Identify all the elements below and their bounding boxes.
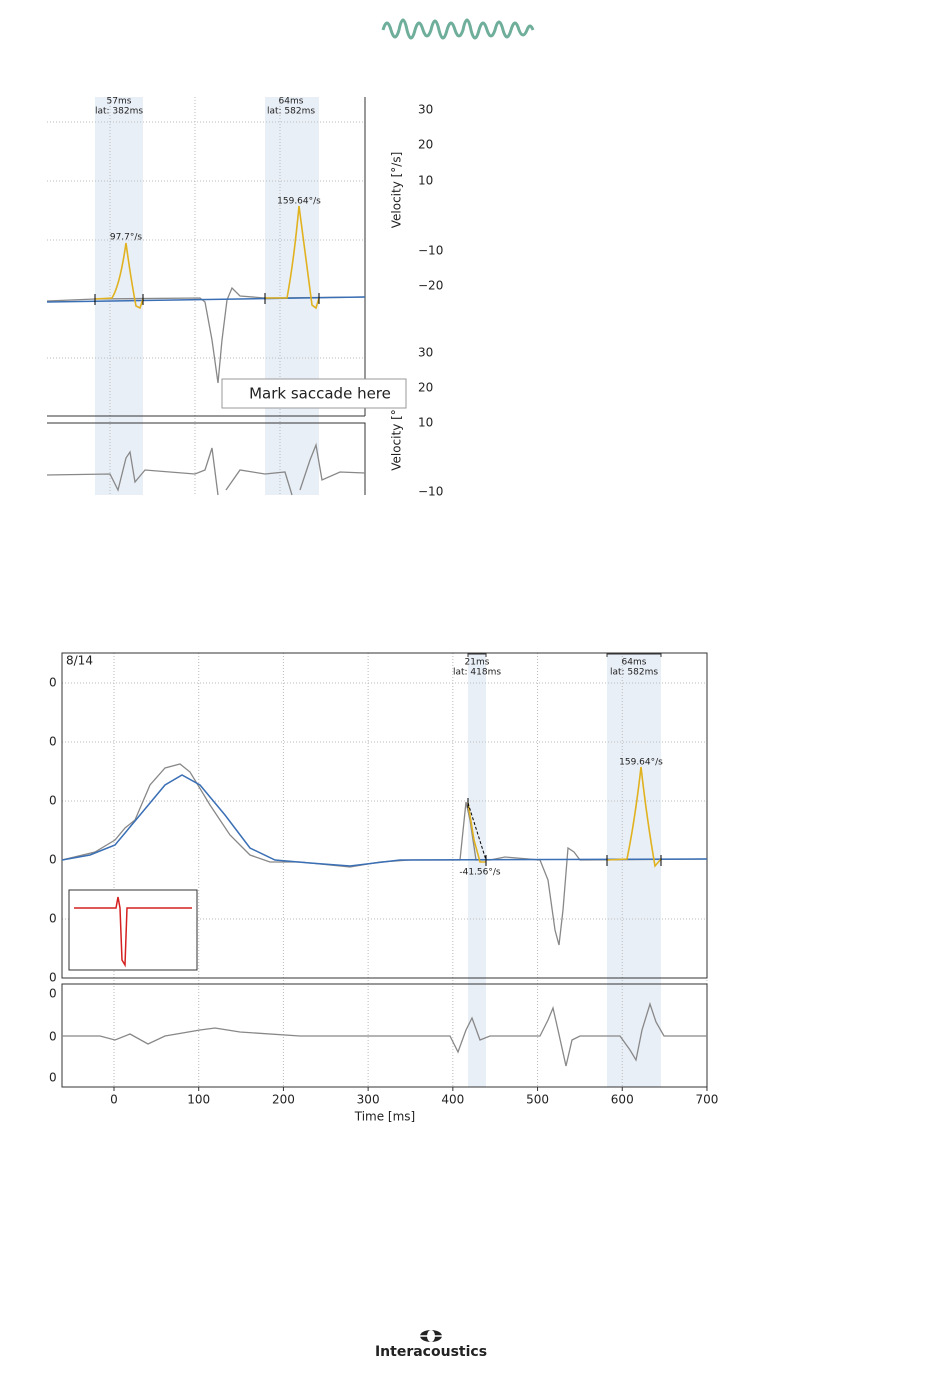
trial-label: 8/14 (66, 654, 93, 668)
x-tick-label: 100 (187, 1093, 210, 1107)
footer-logo (418, 1330, 444, 1342)
y-tick-label: 10 (418, 174, 433, 188)
trace (46, 442, 366, 496)
saccade-band (95, 97, 143, 495)
band-duration: 64ms (279, 97, 304, 107)
peak-label: 159.64°/s (619, 758, 663, 768)
peak-label: 97.7°/s (110, 233, 143, 243)
y-tick-label: 0 (49, 912, 57, 926)
saccade-band (607, 653, 661, 1087)
y-tick-label: 30 (418, 103, 433, 117)
y-axis-label: Velocity [° (390, 409, 404, 471)
figure-bottom: 8/14 21ms lat: 418ms 64ms lat: 582ms 159… (49, 652, 718, 1124)
figure-top: 57ms lat: 382ms 64ms lat: 582ms 97.7°/s … (46, 97, 443, 499)
band-duration: 21ms (465, 658, 490, 668)
y-tick-label: 20 (418, 381, 433, 395)
band-latency: lat: 582ms (610, 668, 658, 678)
inset-trace (74, 896, 192, 968)
inset (68, 889, 198, 971)
grid (47, 97, 365, 495)
x-axis-label: Time [ms] (354, 1110, 416, 1124)
brand: Interacoustics (375, 1344, 487, 1360)
y-tick-label: 0 (49, 987, 57, 1001)
saccade-trace (606, 766, 662, 868)
saccade-trace (94, 242, 144, 310)
y-tick-label: −10 (418, 244, 443, 258)
saccade-trace (467, 802, 486, 863)
band-latency: lat: 382ms (95, 107, 143, 117)
band-latency: lat: 582ms (267, 107, 315, 117)
y-tick-label: 0 (49, 676, 57, 690)
trace (46, 286, 366, 384)
tooltip[interactable] (221, 378, 407, 409)
y-tick-label: 0 (49, 1071, 57, 1085)
y-tick-label: 0 (49, 853, 57, 867)
band-bracket (467, 653, 662, 657)
plot-frame (61, 652, 708, 979)
x-tick-label: 300 (357, 1093, 380, 1107)
peak-label: 159.64°/s (277, 197, 321, 207)
band-latency: lat: 418ms (453, 668, 501, 678)
y-tick-label: 20 (418, 138, 433, 152)
band-duration: 57ms (107, 97, 132, 107)
y-tick-label: 30 (418, 346, 433, 360)
saccade-trace (265, 205, 320, 310)
trace (62, 1001, 707, 1067)
tooltip-text[interactable]: Mark saccade here (249, 385, 391, 403)
y-tick-label: −10 (418, 485, 443, 499)
y-tick-label: 10 (418, 416, 433, 430)
saccade-band (265, 97, 319, 495)
x-tick-label: 200 (272, 1093, 295, 1107)
trace (61, 774, 708, 867)
y-tick-label: −20 (418, 279, 443, 293)
y-tick-label: 0 (49, 971, 57, 985)
y-tick-label: 0 (49, 735, 57, 749)
x-tick-label: 0 (110, 1093, 118, 1107)
trace (46, 296, 366, 303)
y-tick-label: 0 (49, 1030, 57, 1044)
x-tick-label: 700 (696, 1093, 719, 1107)
y-ticks: 30 20 10 −10 −20 30 20 10 −10 (418, 103, 443, 499)
header-logo (381, 18, 535, 40)
x-tick-label: 400 (441, 1093, 464, 1107)
x-tick-label: 500 (526, 1093, 549, 1107)
band-duration: 64ms (622, 658, 647, 668)
axis (47, 422, 366, 495)
ticks: 0 0 0 0 0 0 0 0 0 0 100 200 300 400 500 600 700 (49, 676, 718, 1107)
x-tick-label: 600 (611, 1093, 634, 1107)
peak-label: -41.56°/s (459, 868, 501, 878)
y-tick-label: 0 (49, 794, 57, 808)
y-axis-label: Velocity [°/s] (390, 152, 404, 229)
